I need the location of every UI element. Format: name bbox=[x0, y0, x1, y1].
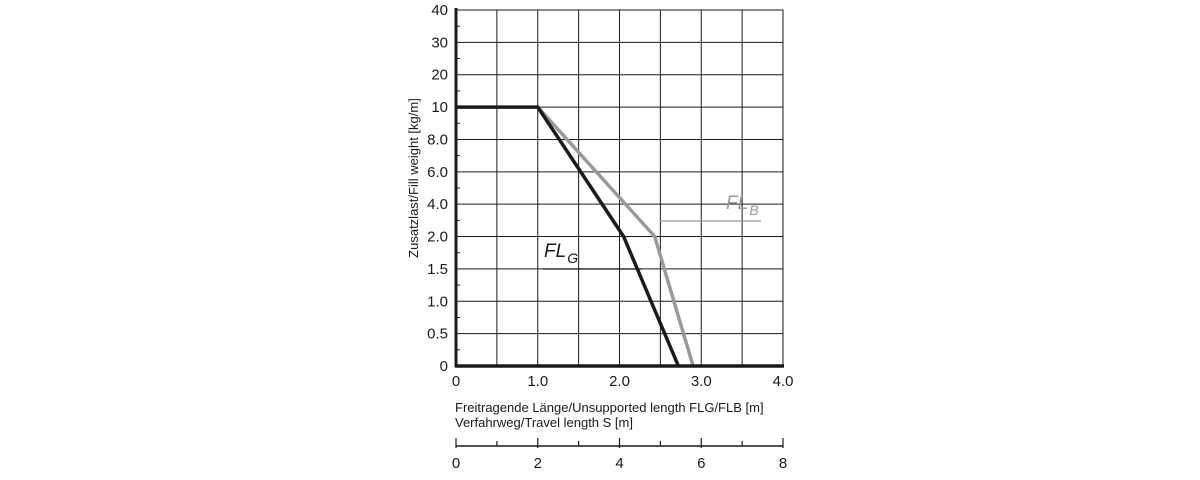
series-label-subscript: G bbox=[567, 250, 578, 266]
y-tick-label: 8.0 bbox=[427, 131, 448, 148]
y-tick-label: 6.0 bbox=[427, 164, 448, 181]
y-tick-label: 40 bbox=[431, 2, 448, 19]
y-axis-title: Zusatzlast/Fill weight [kg/m] bbox=[406, 98, 421, 258]
secondary-tick-label: 8 bbox=[779, 455, 787, 472]
x-tick-label: 4.0 bbox=[773, 373, 794, 390]
y-tick-label: 4.0 bbox=[427, 196, 448, 213]
secondary-tick-label: 2 bbox=[534, 455, 542, 472]
y-tick-label: 0.5 bbox=[427, 326, 448, 343]
y-tick-label: 1.0 bbox=[427, 293, 448, 310]
chart-frame bbox=[454, 8, 784, 368]
y-tick-label: 2.0 bbox=[427, 229, 448, 246]
y-tick-label: 30 bbox=[431, 34, 448, 51]
chart-grid bbox=[456, 10, 783, 366]
series-group bbox=[456, 105, 695, 367]
series-line-flg bbox=[456, 105, 681, 367]
secondary-tick-label: 4 bbox=[615, 455, 623, 472]
series-label-flg: FLG bbox=[544, 241, 578, 266]
y-tick-label: 1.5 bbox=[427, 261, 448, 278]
secondary-x-axis: 0 2 4 6 8 bbox=[452, 438, 787, 472]
series-line-flb bbox=[536, 105, 695, 367]
secondary-tick-label: 0 bbox=[452, 455, 460, 472]
x-tick-label: 2.0 bbox=[609, 373, 630, 390]
y-tick-label: 10 bbox=[431, 99, 448, 116]
y-tick-label: 0 bbox=[440, 358, 448, 375]
x-tick-labels: 0 1.0 2.0 3.0 4.0 bbox=[452, 373, 794, 390]
x-tick-label: 3.0 bbox=[691, 373, 712, 390]
y-tick-labels: 0 0.5 1.0 1.5 2.0 4.0 6.0 8.0 10 20 30 40 bbox=[427, 2, 448, 375]
series-label-subscript: B bbox=[749, 202, 758, 218]
x-tick-label: 1.0 bbox=[527, 373, 548, 390]
x-tick-label: 0 bbox=[452, 373, 460, 390]
x-axis-title-line-2: Verfahrweg/Travel length S [m] bbox=[455, 415, 633, 430]
secondary-tick-label: 6 bbox=[697, 455, 705, 472]
y-tick-label: 20 bbox=[431, 67, 448, 84]
x-axis-title-line-1: Freitragende Länge/Unsupported length FL… bbox=[455, 400, 764, 415]
